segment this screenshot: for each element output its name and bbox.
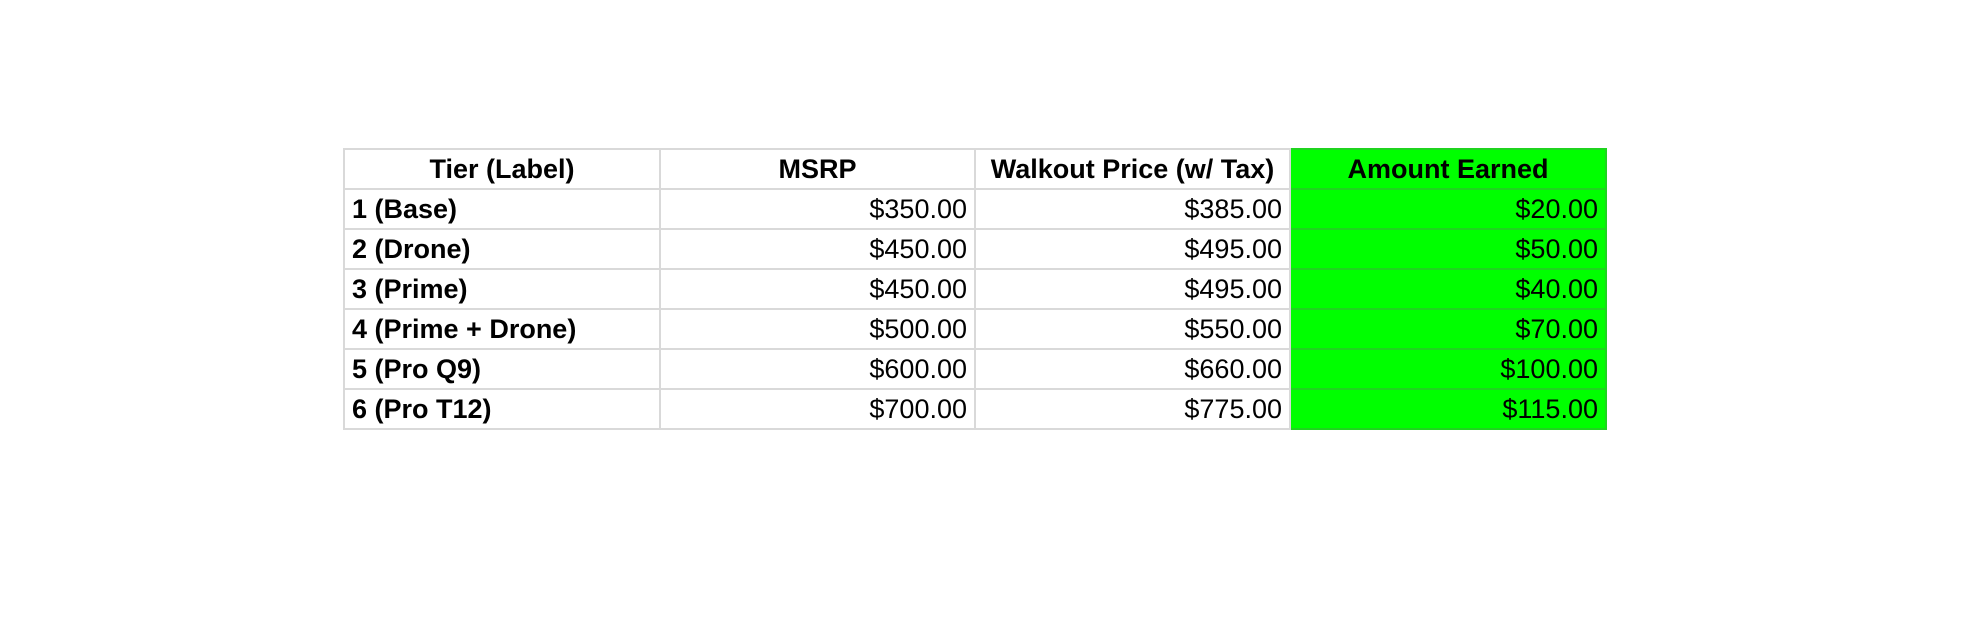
cell-msrp[interactable]: $500.00: [659, 308, 976, 350]
cell-msrp[interactable]: $450.00: [659, 228, 976, 270]
table-row: 2 (Drone) $450.00 $495.00 $50.00: [343, 228, 1607, 270]
table-row: 4 (Prime + Drone) $500.00 $550.00 $70.00: [343, 308, 1607, 350]
cell-msrp[interactable]: $350.00: [659, 188, 976, 230]
cell-walkout-price[interactable]: $495.00: [974, 268, 1291, 310]
cell-amount-earned[interactable]: $115.00: [1289, 388, 1607, 430]
cell-walkout-price[interactable]: $495.00: [974, 228, 1291, 270]
cell-walkout-price[interactable]: $775.00: [974, 388, 1291, 430]
cell-amount-earned[interactable]: $40.00: [1289, 268, 1607, 310]
table-row: 5 (Pro Q9) $600.00 $660.00 $100.00: [343, 348, 1607, 390]
cell-tier[interactable]: 5 (Pro Q9): [343, 348, 661, 390]
cell-tier[interactable]: 2 (Drone): [343, 228, 661, 270]
cell-walkout-price[interactable]: $385.00: [974, 188, 1291, 230]
cell-tier[interactable]: 1 (Base): [343, 188, 661, 230]
cell-walkout-price[interactable]: $550.00: [974, 308, 1291, 350]
cell-tier[interactable]: 6 (Pro T12): [343, 388, 661, 430]
cell-amount-earned[interactable]: $70.00: [1289, 308, 1607, 350]
header-row: Tier (Label) MSRP Walkout Price (w/ Tax)…: [343, 148, 1607, 190]
header-amount-earned[interactable]: Amount Earned: [1289, 148, 1607, 190]
header-msrp[interactable]: MSRP: [659, 148, 976, 190]
table-row: 6 (Pro T12) $700.00 $775.00 $115.00: [343, 388, 1607, 430]
cell-amount-earned[interactable]: $100.00: [1289, 348, 1607, 390]
cell-msrp[interactable]: $600.00: [659, 348, 976, 390]
cell-walkout-price[interactable]: $660.00: [974, 348, 1291, 390]
table-row: 1 (Base) $350.00 $385.00 $20.00: [343, 188, 1607, 230]
cell-msrp[interactable]: $700.00: [659, 388, 976, 430]
pricing-table: Tier (Label) MSRP Walkout Price (w/ Tax)…: [343, 148, 1607, 430]
table-row: 3 (Prime) $450.00 $495.00 $40.00: [343, 268, 1607, 310]
header-tier[interactable]: Tier (Label): [343, 148, 661, 190]
header-walkout-price[interactable]: Walkout Price (w/ Tax): [974, 148, 1291, 190]
cell-tier[interactable]: 4 (Prime + Drone): [343, 308, 661, 350]
cell-tier[interactable]: 3 (Prime): [343, 268, 661, 310]
cell-amount-earned[interactable]: $20.00: [1289, 188, 1607, 230]
cell-msrp[interactable]: $450.00: [659, 268, 976, 310]
cell-amount-earned[interactable]: $50.00: [1289, 228, 1607, 270]
